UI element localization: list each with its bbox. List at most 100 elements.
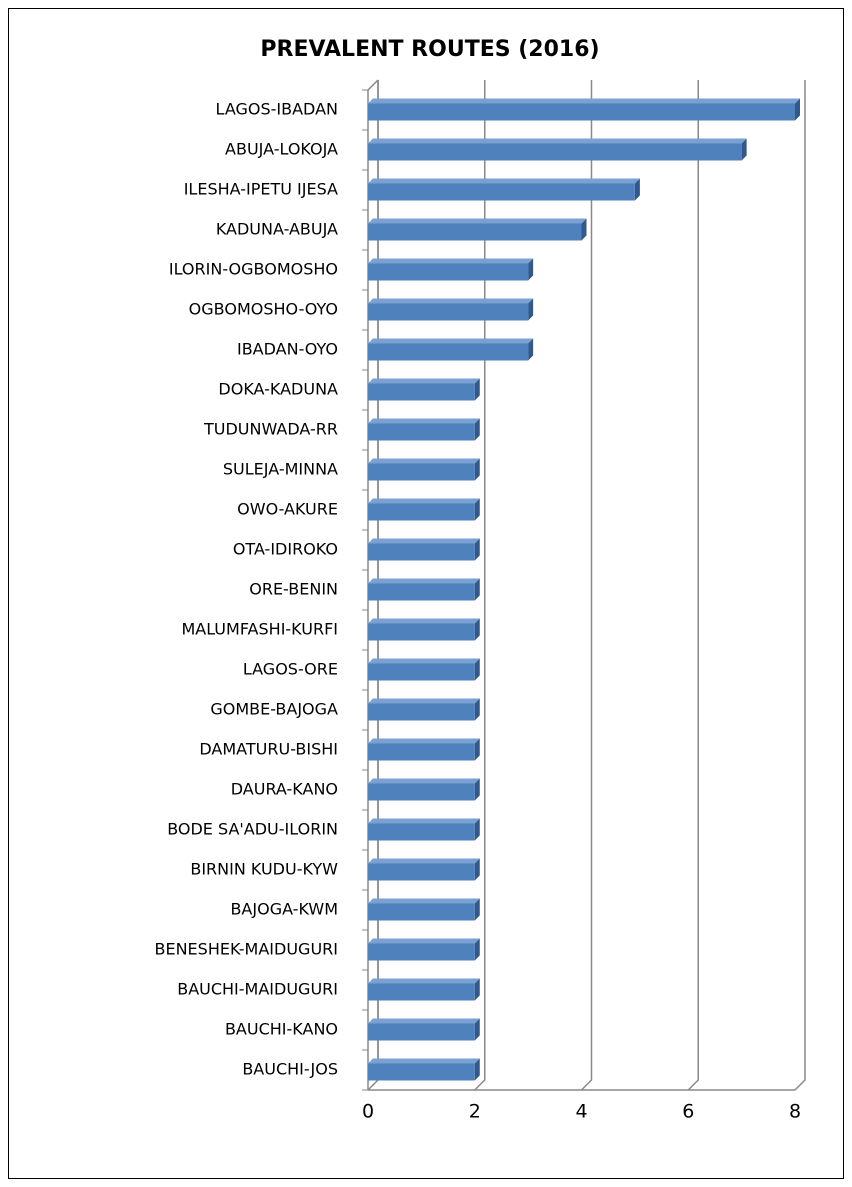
bar-top	[368, 178, 640, 184]
bar-side	[474, 658, 480, 681]
y-tick-label: MALUMFASHI-KURFI	[181, 620, 338, 639]
bar-top	[368, 738, 480, 744]
bar-front	[368, 223, 582, 241]
bar-top	[368, 218, 587, 224]
bar-side	[474, 538, 480, 561]
bar-side	[474, 978, 480, 1001]
x-tick-label: 8	[789, 1101, 801, 1123]
bar	[368, 98, 800, 121]
bar-side	[474, 858, 480, 881]
bar	[368, 978, 480, 1001]
bar-top	[368, 418, 480, 424]
bar-side	[634, 178, 640, 201]
bar	[368, 658, 480, 681]
bar-side	[474, 818, 480, 841]
y-tick-label: SULEJA-MINNA	[223, 460, 338, 479]
bar-side	[474, 618, 480, 641]
bar	[368, 938, 480, 961]
bar	[368, 298, 534, 321]
bar-side	[474, 698, 480, 721]
bar-front	[368, 543, 475, 561]
bar-front	[368, 623, 475, 641]
x-tick-label: 4	[575, 1101, 587, 1123]
y-tick-label: BAUCHI-MAIDUGURI	[177, 980, 338, 999]
bar-top	[368, 498, 480, 504]
bar-side	[474, 418, 480, 441]
bar-front	[368, 823, 475, 841]
bar	[368, 498, 480, 521]
bar	[368, 538, 480, 561]
bar-side	[474, 378, 480, 401]
grid-line	[794, 80, 806, 1091]
bar-front	[368, 103, 795, 121]
bar-front	[368, 663, 475, 681]
bar-side	[474, 1018, 480, 1041]
grid-line	[687, 80, 699, 1091]
bar-front	[368, 343, 529, 361]
bar-top	[368, 458, 480, 464]
bar	[368, 178, 640, 201]
y-tick-label: OGBOMOSHO-OYO	[189, 300, 338, 319]
bar	[368, 898, 480, 921]
bar-front	[368, 1023, 475, 1041]
y-tick-label: BAUCHI-JOS	[242, 1060, 338, 1079]
bar	[368, 258, 534, 281]
grid-line	[580, 80, 593, 1091]
y-tick-label: OTA-IDIROKO	[233, 540, 338, 559]
bar-top	[368, 578, 480, 584]
bar-top	[368, 1058, 480, 1064]
bar-front	[368, 903, 475, 921]
bar-front	[368, 983, 475, 1001]
bar-side	[528, 338, 534, 361]
bar-front	[368, 303, 529, 321]
bar	[368, 1058, 480, 1081]
bar	[368, 698, 480, 721]
bar-side	[474, 898, 480, 921]
y-tick-label: IBADAN-OYO	[237, 340, 338, 359]
bar-top	[368, 298, 534, 304]
bar	[368, 1018, 480, 1041]
bar-side	[474, 738, 480, 761]
bar	[368, 418, 480, 441]
bar-top	[368, 618, 480, 624]
bar-front	[368, 143, 742, 161]
bar	[368, 338, 534, 361]
bar	[368, 138, 747, 161]
bar-front	[368, 743, 475, 761]
grid-line	[474, 80, 486, 1091]
y-tick-label: GOMBE-BAJOGA	[210, 700, 338, 719]
bar-side	[528, 258, 534, 281]
bar	[368, 818, 480, 841]
bar-top	[368, 698, 480, 704]
bar	[368, 618, 480, 641]
bar-side	[474, 938, 480, 961]
bar-top	[368, 138, 747, 144]
bar	[368, 778, 480, 801]
bar	[368, 858, 480, 881]
bar	[368, 578, 480, 601]
bar-front	[368, 383, 475, 401]
y-tick-label: OWO-AKURE	[237, 500, 338, 519]
chart-title: PREVALENT ROUTES (2016)	[260, 37, 599, 62]
bar-front	[368, 943, 475, 961]
bar-top	[368, 818, 480, 824]
bar-front	[368, 423, 475, 441]
bar-side	[528, 298, 534, 321]
bar-front	[368, 783, 475, 801]
y-tick-label: BAJOGA-KWM	[230, 900, 338, 919]
y-tick-label: BAUCHI-KANO	[225, 1020, 338, 1039]
bar-top	[368, 778, 480, 784]
y-tick-label: ORE-BENIN	[249, 580, 338, 599]
bar-side	[474, 1058, 480, 1081]
bar-side	[474, 498, 480, 521]
bar-side	[581, 218, 587, 241]
y-tick-label: LAGOS-ORE	[243, 660, 338, 679]
bar	[368, 738, 480, 761]
bar-front	[368, 503, 475, 521]
bar-top	[368, 858, 480, 864]
bar	[368, 458, 480, 481]
bar-top	[368, 1018, 480, 1024]
y-tick-label: DOKA-KADUNA	[218, 380, 338, 399]
